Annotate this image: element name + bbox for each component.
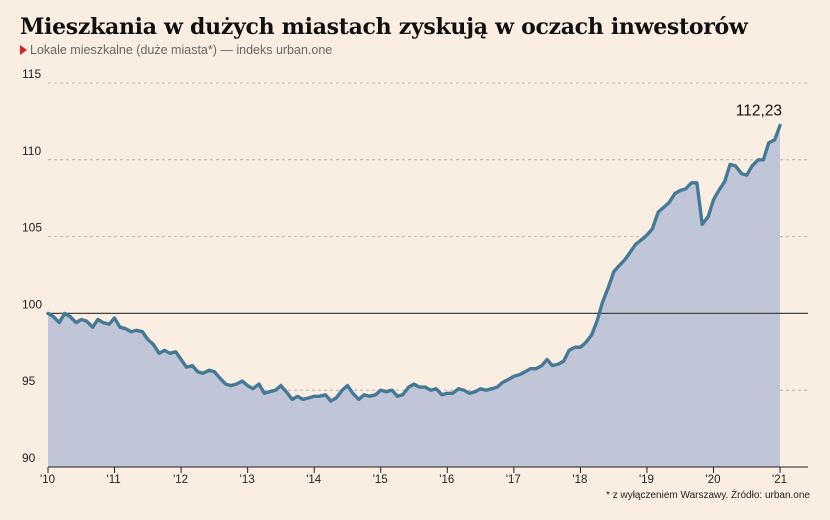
y-axis-labels: 90 95 100 105 110 115 xyxy=(22,67,42,465)
y-tick-label-105: 105 xyxy=(22,221,42,235)
chart-subtitle: Lokale mieszkalne (duże miasta*) — indek… xyxy=(20,43,332,57)
x-axis: '10 '11 '12 '13 '14 '15 '16 '17 '18 '19 '20 '21 xyxy=(40,466,808,486)
subtitle-text: Lokale mieszkalne (duże miasta*) — indek… xyxy=(30,43,333,57)
x-tick-label-2012: '12 xyxy=(173,474,188,486)
x-tick-label-2011: '11 xyxy=(107,474,121,486)
series-line xyxy=(46,123,782,403)
x-tick-label-2015: '15 xyxy=(373,474,388,486)
x-tick-label-2013: '13 xyxy=(240,474,255,486)
x-tick-label-2018: '18 xyxy=(572,474,587,486)
x-tick-label-2010: '10 xyxy=(40,474,55,486)
y-tick-label-115: 115 xyxy=(22,67,41,81)
y-tick-label-100: 100 xyxy=(22,297,42,311)
area-fill xyxy=(48,125,780,467)
y-tick-label-110: 110 xyxy=(22,144,41,158)
y-tick-label-95: 95 xyxy=(22,374,36,388)
x-tick-label-2014: '14 xyxy=(306,474,322,486)
red-triangle-icon xyxy=(20,45,27,55)
y-tick-label-90: 90 xyxy=(22,451,36,465)
last-value-label: 112,23 xyxy=(736,103,782,120)
x-tick-label-2017: '17 xyxy=(506,474,521,486)
footnote: * z wyłączeniem Warszawy. Źródło: urban.… xyxy=(606,490,810,501)
chart-title: Mieszkania w dużych miastach zyskują w o… xyxy=(20,14,748,40)
x-tick-label-2019: '19 xyxy=(639,474,654,486)
x-tick-label-2020: '20 xyxy=(705,474,720,486)
x-tick-label-2021: '21 xyxy=(772,474,787,486)
x-tick-label-2016: '16 xyxy=(439,474,454,486)
